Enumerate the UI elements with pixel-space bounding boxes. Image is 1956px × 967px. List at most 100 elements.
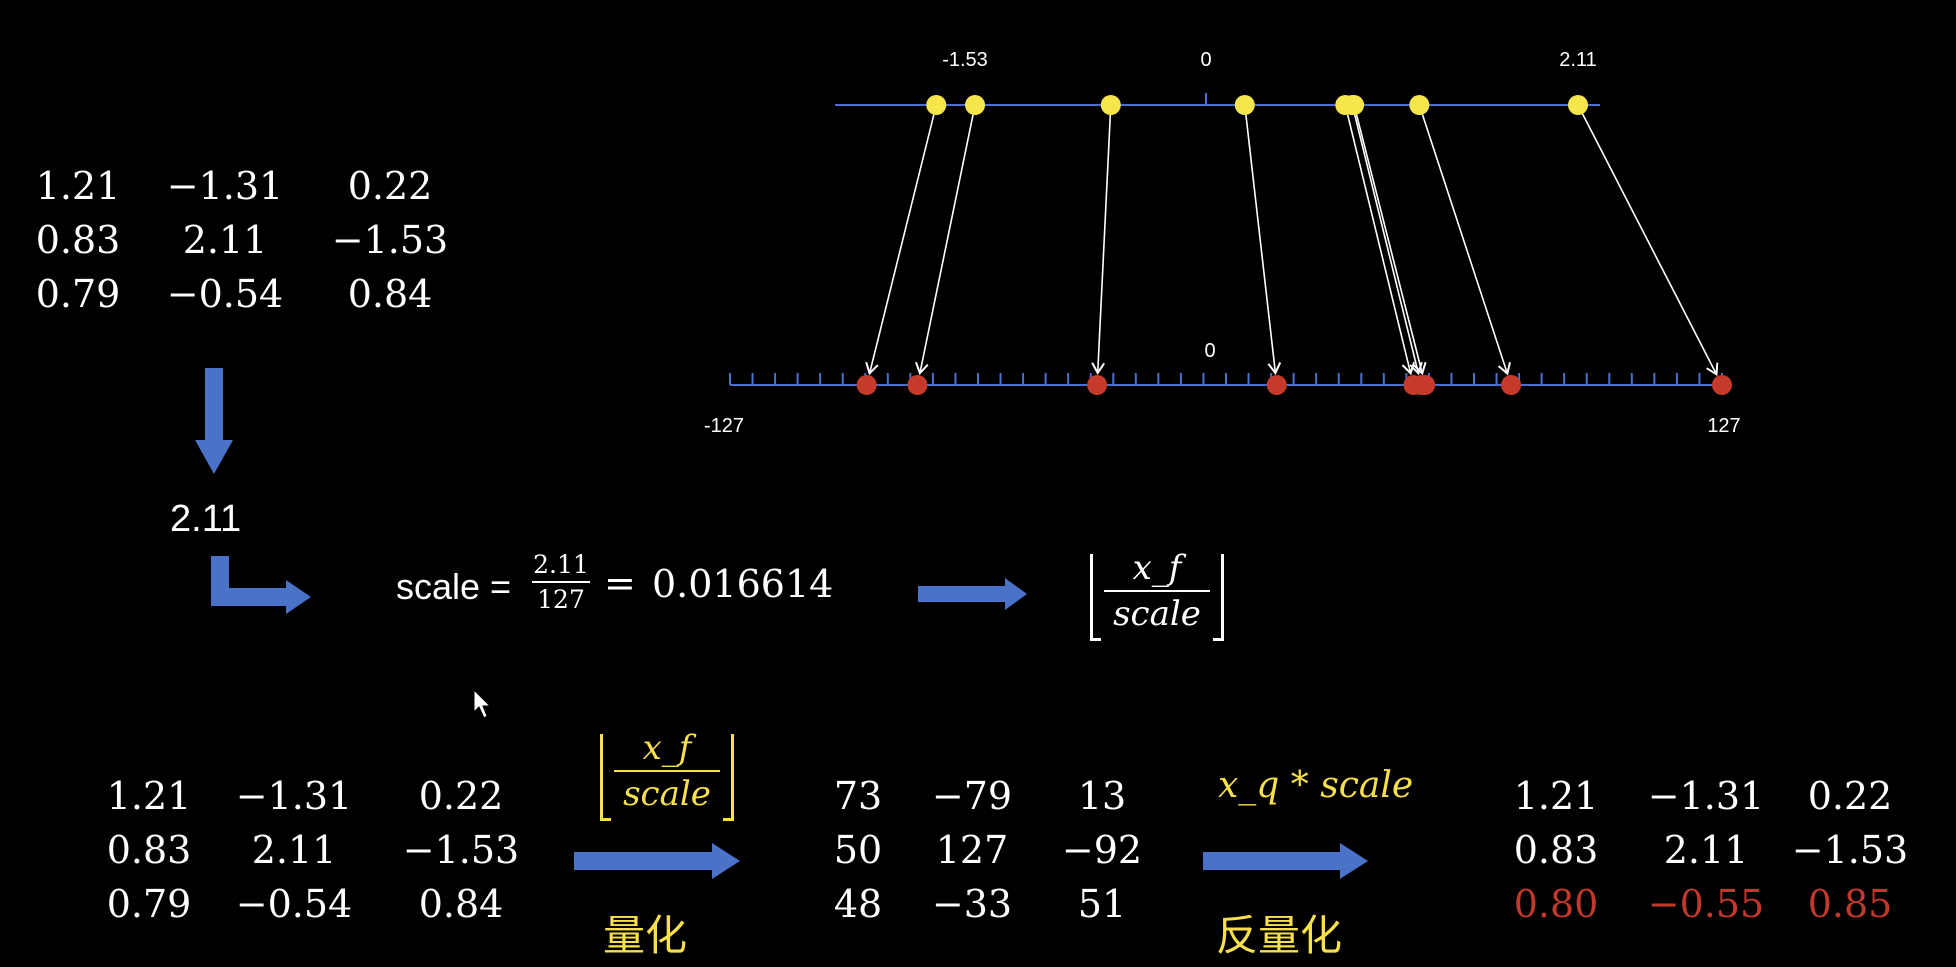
scale-fraction: 2.11 127: [528, 550, 594, 614]
fraction-bar: [1104, 590, 1210, 592]
matrix-cell: 0.22: [418, 774, 504, 818]
matrix-cell: −0.54: [235, 882, 353, 926]
int-axis-min-label: -127: [704, 415, 744, 437]
matrix-cell: −1.31: [235, 774, 353, 818]
matrix-cell: −1.53: [402, 828, 520, 872]
mapping-arrow: [1581, 113, 1719, 377]
floor-bracket-right: [1213, 554, 1224, 641]
quantize-denominator: scale: [1113, 594, 1201, 634]
mapping-arrow: [1346, 114, 1416, 376]
mapping-arrow: [1421, 114, 1511, 376]
float-points: [926, 95, 1588, 115]
scale-result: 0.016614: [652, 562, 834, 606]
matrix-cell: 0.79: [35, 272, 121, 316]
float-point: [1100, 95, 1121, 115]
elbow-arrow: [211, 556, 311, 614]
int-axis-ticks: [729, 373, 1723, 385]
float-point: [1409, 95, 1430, 115]
dequantize-formula: x_q * scale: [1218, 765, 1414, 806]
float-point: [1234, 95, 1255, 115]
floor-bracket-right: [723, 734, 734, 821]
matrix-cell-error: −0.55: [1647, 882, 1765, 926]
matrix-cell: 0.83: [35, 218, 121, 262]
quantize-denominator: scale: [623, 774, 711, 814]
float-point: [926, 95, 947, 115]
mapping-arrows: [865, 113, 1719, 377]
matrix-cell: 1.21: [106, 774, 192, 818]
quantize-label: 量化: [603, 912, 688, 959]
float-axis-max-label: 2.11: [1559, 49, 1596, 71]
matrix-cell: 13: [1077, 774, 1127, 818]
quantize-formula-yellow: x_f scale: [600, 728, 734, 822]
fraction-bar: [614, 770, 720, 772]
mapping-arrow: [1245, 114, 1282, 376]
matrix-cell: −0.54: [166, 272, 284, 316]
matrix-cell: 1.21: [1513, 774, 1599, 818]
float-point: [1344, 95, 1365, 115]
matrix-cell: −1.31: [166, 164, 284, 208]
quantize-formula: x_f scale: [1090, 548, 1224, 642]
matrix-cell: −1.31: [1647, 774, 1765, 818]
quantize-fraction: x_f scale: [1102, 548, 1212, 634]
matrix-cell: 0.22: [1807, 774, 1893, 818]
mapping-arrow: [1353, 114, 1423, 376]
fraction-bar: [532, 581, 590, 583]
float-axis-min-label: -1.53: [942, 49, 988, 71]
quantize-arrow: [574, 843, 740, 879]
int-point: [1712, 375, 1732, 395]
mapping-arrow: [865, 114, 935, 376]
matrix-cell: −92: [1061, 828, 1143, 872]
matrix-cell: 0.22: [347, 164, 433, 208]
mapping-arrow: [1355, 114, 1427, 376]
float-point: [965, 95, 986, 115]
max-abs-value: 2.11: [170, 498, 242, 540]
arrow-to-floor: [918, 578, 1027, 610]
int-point: [1266, 375, 1287, 395]
matrix-cell-error: 0.80: [1513, 882, 1599, 926]
matrix-cell: −33: [931, 882, 1013, 926]
quantize-numerator: x_f: [1132, 548, 1182, 588]
float-point: [1568, 95, 1588, 115]
float-axis-zero-label: 0: [1200, 49, 1211, 71]
dequantize-arrow: [1203, 843, 1368, 879]
int-point: [856, 375, 877, 395]
matrix-cell: 50: [833, 828, 883, 872]
matrix-cell: −1.53: [331, 218, 449, 262]
matrix-cell: 0.84: [347, 272, 433, 316]
matrix-cell: 0.83: [1513, 828, 1599, 872]
matrix-cell: 48: [833, 882, 883, 926]
dequantize-label: 反量化: [1216, 912, 1343, 959]
floor-bracket-left: [600, 734, 611, 821]
scale-numerator: 2.11: [533, 550, 589, 579]
quantize-fraction: x_f scale: [612, 728, 722, 814]
matrix-cell: −79: [931, 774, 1013, 818]
floor-bracket-left: [1090, 554, 1101, 641]
matrix-cell: 2.11: [1663, 828, 1749, 872]
quantize-numerator: x_f: [642, 728, 692, 768]
scale-equals: =: [604, 561, 636, 605]
mouse-cursor-icon: [473, 688, 492, 719]
int-points: [856, 375, 1732, 395]
mapping-arrow: [1091, 114, 1112, 375]
int-point: [1415, 375, 1436, 395]
matrix-cell: 1.21: [35, 164, 121, 208]
mapping-arrow: [915, 114, 974, 376]
int-axis-zero-label: 0: [1204, 340, 1215, 362]
scale-denominator: 127: [537, 585, 585, 614]
int-point: [1087, 375, 1108, 395]
matrix-cell: 51: [1077, 882, 1127, 926]
int-axis-max-label: 127: [1707, 415, 1740, 437]
matrix-cell: 0.84: [418, 882, 504, 926]
int-point: [907, 375, 928, 395]
matrix-cell: 73: [833, 774, 883, 818]
matrix-cell: 0.83: [106, 828, 192, 872]
scale-label: scale =: [396, 566, 512, 607]
int-point: [1501, 375, 1522, 395]
matrix-cell: 127: [935, 828, 1009, 872]
matrix-cell: 2.11: [251, 828, 337, 872]
down-arrow: [195, 368, 233, 474]
matrix-cell: 0.79: [106, 882, 192, 926]
matrix-cell: 2.11: [182, 218, 268, 262]
